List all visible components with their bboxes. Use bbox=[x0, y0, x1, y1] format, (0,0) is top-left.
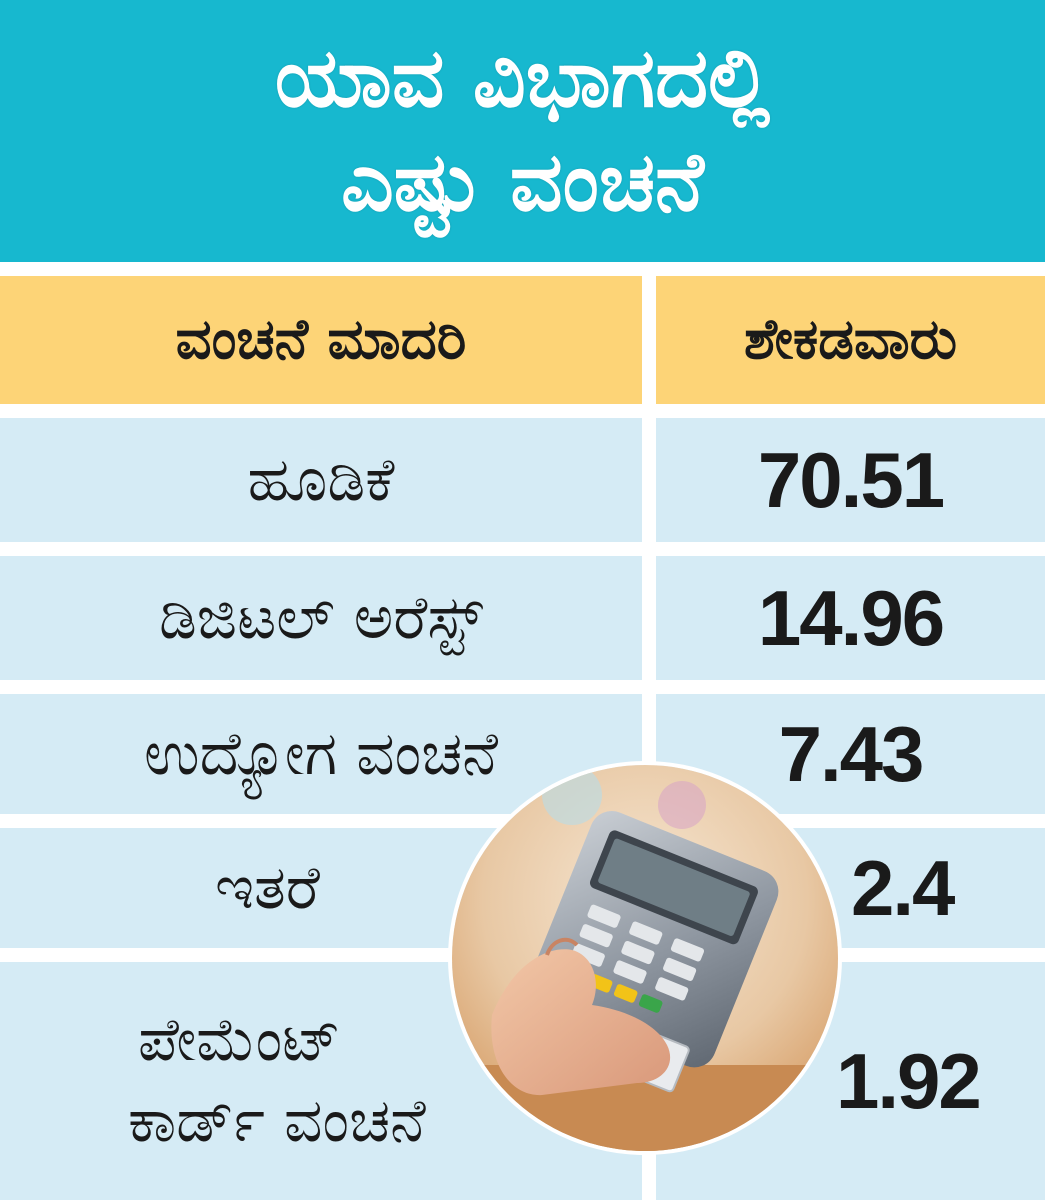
card-payment-terminal-icon bbox=[452, 765, 838, 1151]
category-label: ಡಿಜಿಟಲ್ ಅರೆಸ್ಟ್ bbox=[159, 582, 483, 653]
table-row-category: ಹೂಡಿಕೆ bbox=[0, 418, 642, 542]
title-line-2: ಎಷ್ಟು ವಂಚನೆ bbox=[341, 135, 704, 230]
header-percentage: ಶೇಕಡವಾರು bbox=[656, 276, 1045, 404]
percentage-value: 70.51 bbox=[757, 435, 945, 524]
title-banner: ಯಾವ ವಿಭಾಗದಲ್ಲಿ ಎಷ್ಟು ವಂಚನೆ bbox=[0, 0, 1045, 262]
percentage-value: 7.43 bbox=[778, 709, 925, 798]
category-label-line1: ಪೇಮೆಂಟ್ bbox=[138, 1005, 341, 1075]
category-label: ಉದ್ಯೋಗ ವಂಚನೆ bbox=[144, 718, 498, 789]
percentage-value: 1.92 bbox=[836, 1036, 982, 1125]
table-row-category: ಉದ್ಯೋಗ ವಂಚನೆ bbox=[0, 694, 642, 814]
table-row-category: ಡಿಜಿಟಲ್ ಅರೆಸ್ಟ್ bbox=[0, 556, 642, 680]
header-category: ವಂಚನೆ ಮಾದರಿ bbox=[0, 276, 642, 404]
title-line-1: ಯಾವ ವಿಭಾಗದಲ್ಲಿ bbox=[274, 31, 771, 126]
table-row-value: 14.96 bbox=[656, 556, 1045, 680]
header-percentage-label: ಶೇಕಡವಾರು bbox=[743, 307, 958, 372]
percentage-value: 2.4 bbox=[851, 843, 955, 932]
table-row-value: 70.51 bbox=[656, 418, 1045, 542]
category-label: ಹೂಡಿಕೆ bbox=[247, 444, 395, 515]
category-label: ಇತರೆ bbox=[215, 852, 320, 923]
header-category-label: ವಂಚನೆ ಮಾದರಿ bbox=[175, 307, 467, 372]
card-payment-terminal-photo bbox=[452, 765, 838, 1151]
percentage-value: 14.96 bbox=[757, 573, 945, 662]
category-label-line2: ಕಾರ್ಡ್ ವಂಚನೆ bbox=[128, 1086, 426, 1156]
